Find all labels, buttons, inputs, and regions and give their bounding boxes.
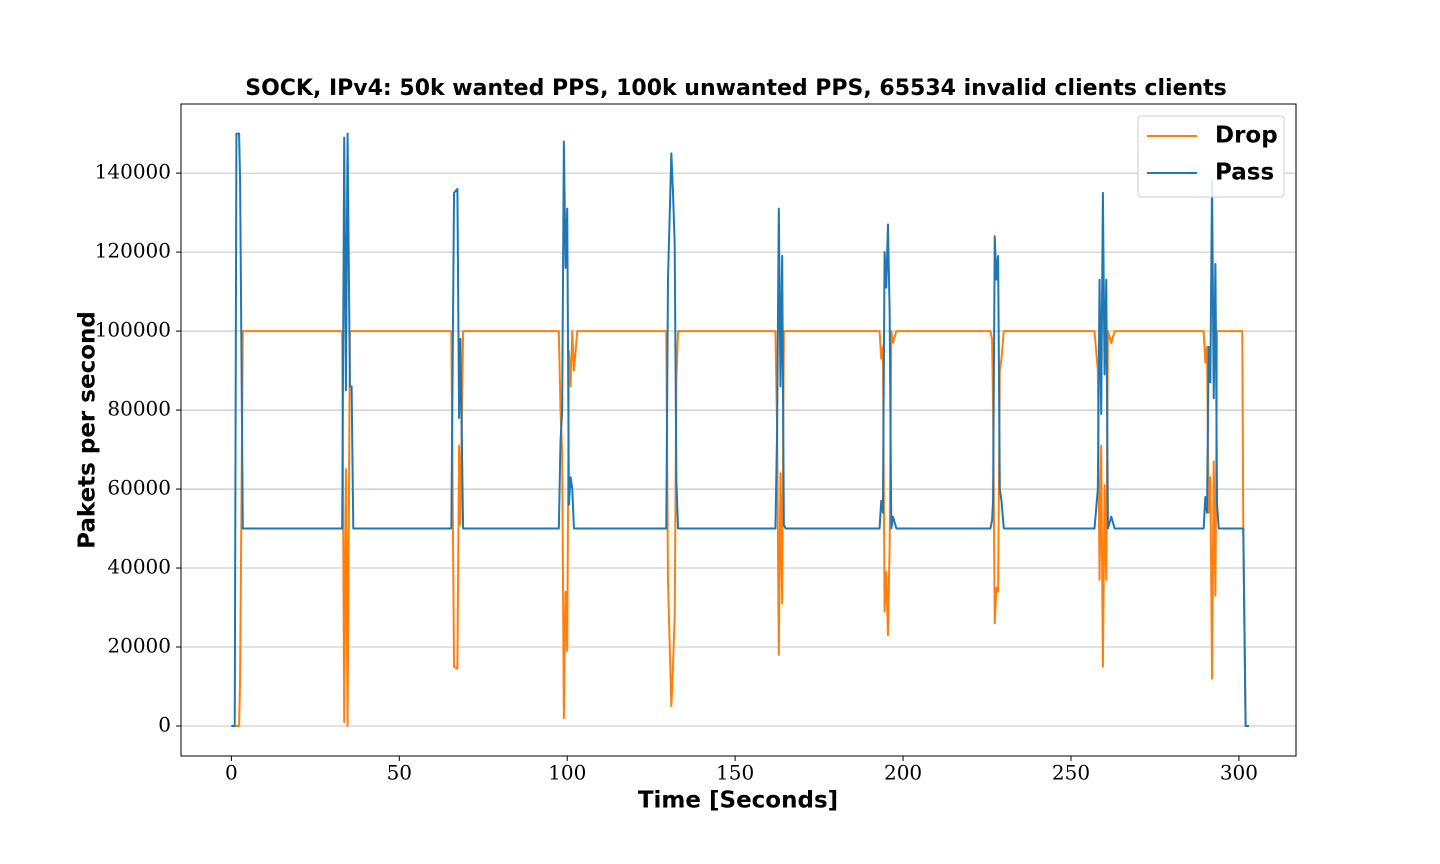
x-tick-label: 200 (884, 761, 922, 785)
y-tick-label: 0 (158, 712, 171, 736)
legend-label: Drop (1215, 123, 1278, 149)
y-tick-label: 140000 (95, 160, 171, 184)
series-line (231, 132, 1249, 727)
y-axis-label: Pakets per second (75, 311, 101, 549)
legend-label: Pass (1215, 160, 1274, 186)
axes-frame (180, 103, 1297, 757)
y-tick-label: 20000 (107, 634, 171, 658)
x-tick-label: 0 (225, 761, 238, 785)
y-tick-label: 100000 (95, 318, 171, 342)
x-tick-label: 300 (1220, 761, 1258, 785)
y-tick-label: 80000 (107, 397, 171, 421)
y-tick-label: 120000 (95, 239, 171, 263)
x-tick-label: 100 (548, 761, 586, 785)
y-tick-label: 40000 (107, 555, 171, 579)
series-line (231, 330, 1249, 727)
x-tick-label: 250 (1052, 761, 1090, 785)
x-axis-label: Time [Seconds] (638, 788, 838, 814)
chart-title: SOCK, IPv4: 50k wanted PPS, 100k unwante… (245, 76, 1227, 101)
y-tick-label: 60000 (107, 476, 171, 500)
x-tick-label: 50 (387, 761, 412, 785)
x-tick-label: 150 (716, 761, 754, 785)
